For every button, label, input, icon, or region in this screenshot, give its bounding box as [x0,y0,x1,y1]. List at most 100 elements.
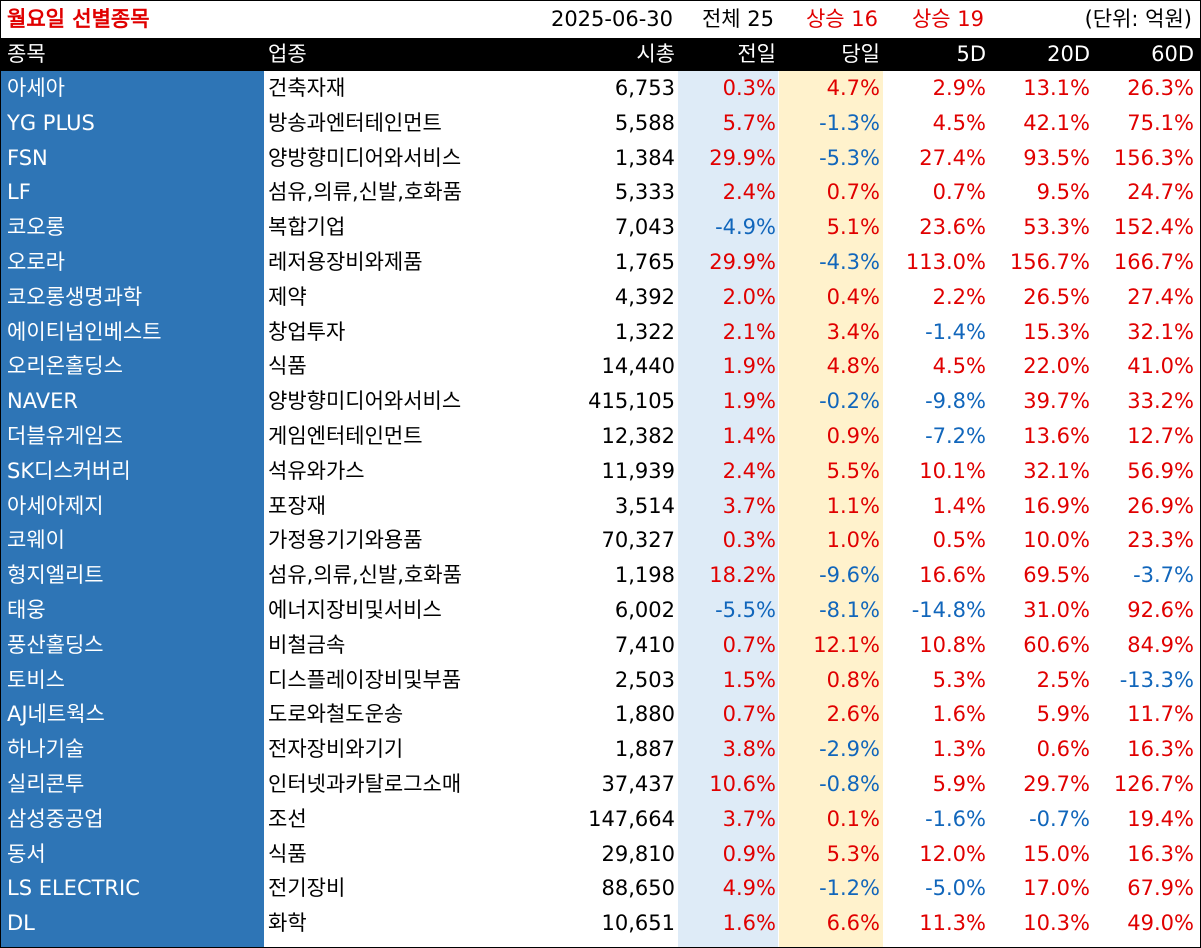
today-change-cell: -2.9% [819,737,880,762]
change-20d-cell: 0.6% [1036,737,1090,762]
industry-cell: 섬유,의류,신발,호화품 [268,563,462,588]
industry-cell: 건축자재 [268,76,346,100]
stock-name: 아세아제지 [7,493,104,518]
market-cap-cell: 6,753 [614,76,675,100]
table-row: 형지엘리트 섬유,의류,신발,호화품 1,198 18.2% -9.6% 16.6% 69.… [1,558,1200,593]
change-5d-cell: 10.1% [919,458,986,483]
change-20d-cell: 156.7% [1009,249,1090,274]
prev-day-change-cell: 2.4% [722,180,776,205]
change-60d-cell: 16.3% [1127,737,1194,762]
stock-name: 동서 [7,841,46,866]
change-60d-cell: 11.7% [1127,702,1194,727]
today-change-cell: 5.5% [826,458,880,483]
stock-name: LF [7,180,31,205]
prev-day-change-cell: 3.7% [722,806,776,831]
market-cap-cell: 1,880 [614,702,675,727]
change-20d-cell: 13.1% [1023,76,1090,100]
table-row: 삼성중공업 조선 147,664 3.7% 0.1% -1.6% -0.7% 19.4% [1,802,1200,837]
prev-day-column-background [678,71,778,947]
change-5d-cell: 0.7% [932,180,986,205]
table-row: 아세아제지 포장재 3,514 3.7% 1.1% 1.4% 16.9% 26.9% [1,489,1200,524]
prev-day-change-cell: -4.9% [715,215,776,240]
change-5d-cell: 1.6% [932,702,986,727]
table-row: 토비스 디스플레이장비및부품 2,503 1.5% 0.8% 5.3% 2.5% -13.3% [1,663,1200,698]
market-cap-cell: 1,384 [614,145,675,170]
stock-name: 풍산홀딩스 [7,632,104,657]
today-change-cell: 1.0% [826,528,880,553]
table-row: 오로라 레저용장비와제품 1,765 29.9% -4.3% 113.0% 156.7% 16… [1,245,1200,280]
market-cap-cell: 12,382 [601,423,675,448]
change-20d-cell: 29.7% [1023,771,1090,796]
prev-day-up-count: 상승 16 [805,7,878,31]
change-20d-cell: 93.5% [1023,145,1090,170]
industry-cell: 창업투자 [268,319,346,344]
today-change-cell: -9.6% [819,563,880,588]
change-5d-cell: 12.0% [919,841,986,866]
change-5d-cell: 1.3% [932,737,986,762]
change-20d-cell: 69.5% [1023,563,1090,588]
change-5d-cell: 5.9% [932,771,986,796]
industry-cell: 복합기업 [268,215,346,240]
change-5d-cell: 2.2% [932,284,986,309]
prev-day-change-cell: 5.7% [722,110,776,135]
table-row: 에이티넘인베스트 창업투자 1,322 2.1% 3.4% -1.4% 15.3% 32.1% [1,315,1200,350]
today-change-cell: 5.3% [826,841,880,866]
change-20d-cell: 10.3% [1023,911,1090,936]
change-20d-cell: 22.0% [1023,354,1090,379]
change-20d-cell: 31.0% [1023,597,1090,622]
change-20d-cell: 10.0% [1023,528,1090,553]
change-60d-cell: 56.9% [1127,458,1194,483]
stock-name: 형지엘리트 [7,563,104,588]
table-row: SK디스커버리 석유와가스 11,939 2.4% 5.5% 10.1% 32.1% 56.9… [1,454,1200,489]
column-header-name: 종목 [7,42,46,66]
change-5d-cell: -7.2% [925,423,986,448]
change-60d-cell: 67.9% [1127,876,1194,901]
today-change-cell: 0.4% [826,284,880,309]
change-60d-cell: 19.4% [1127,806,1194,831]
prev-day-change-cell: 0.7% [722,702,776,727]
table-row: NAVER 양방향미디어와서비스 415,105 1.9% -0.2% -9.8% 39.7… [1,384,1200,419]
stock-name: FSN [7,145,48,170]
change-20d-cell: 17.0% [1023,876,1090,901]
column-header-industry: 업종 [268,42,307,66]
table-row: LF 섬유,의류,신발,호화품 5,333 2.4% 0.7% 0.7% 9.5% 24.7% [1,175,1200,210]
change-60d-cell: 26.9% [1127,493,1194,518]
prev-day-change-cell: 0.7% [722,632,776,657]
industry-cell: 전기장비 [268,876,346,901]
industry-cell: 포장재 [268,493,326,518]
today-change-cell: -8.1% [819,597,880,622]
today-change-cell: 0.9% [826,423,880,448]
column-header-today: 당일 [841,42,880,66]
market-cap-cell: 4,392 [614,284,675,309]
industry-cell: 양방향미디어와서비스 [268,389,462,414]
title-bar: 월요일 선별종목 2025-06-30 전체 25 상승 16 상승 19 (단… [1,1,1200,37]
change-20d-cell: 26.5% [1023,284,1090,309]
table-row: FSN 양방향미디어와서비스 1,384 29.9% -5.3% 27.4% 93.5% 15… [1,141,1200,176]
table-row: 동서 식품 29,810 0.9% 5.3% 12.0% 15.0% 16.3% [1,837,1200,872]
change-5d-cell: 0.5% [932,528,986,553]
change-60d-cell: 32.1% [1127,319,1194,344]
industry-cell: 섬유,의류,신발,호화품 [268,180,462,205]
change-5d-cell: -1.6% [925,806,986,831]
prev-day-change-cell: 0.3% [722,76,776,100]
column-header-20d: 20D [1047,42,1090,66]
prev-day-change-cell: -5.5% [715,597,776,622]
stock-name: 에이티넘인베스트 [7,319,162,344]
industry-cell: 디스플레이장비및부품 [268,667,462,692]
prev-day-change-cell: 18.2% [709,563,776,588]
change-60d-cell: 26.3% [1127,76,1194,100]
prev-day-change-cell: 3.8% [722,737,776,762]
market-cap-cell: 1,765 [614,249,675,274]
table-row: YG PLUS 방송과엔터테인먼트 5,588 5.7% -1.3% 4.5% 42.1% 7… [1,106,1200,141]
today-up-count: 상승 19 [911,7,984,31]
industry-cell: 화학 [268,911,307,936]
table-row: DL 화학 10,651 1.6% 6.6% 11.3% 10.3% 49.0% [1,906,1200,941]
market-cap-cell: 147,664 [588,806,675,831]
stock-name: SK디스커버리 [7,458,131,483]
prev-day-change-cell: 2.1% [722,319,776,344]
today-change-cell: 12.1% [813,632,880,657]
change-60d-cell: 49.0% [1127,911,1194,936]
market-cap-cell: 14,440 [601,354,675,379]
table-row: 실리콘투 인터넷과카탈로그소매 37,437 10.6% -0.8% 5.9% 29.7% 1… [1,767,1200,802]
table-row: 오리온홀딩스 식품 14,440 1.9% 4.8% 4.5% 22.0% 41.0% [1,349,1200,384]
